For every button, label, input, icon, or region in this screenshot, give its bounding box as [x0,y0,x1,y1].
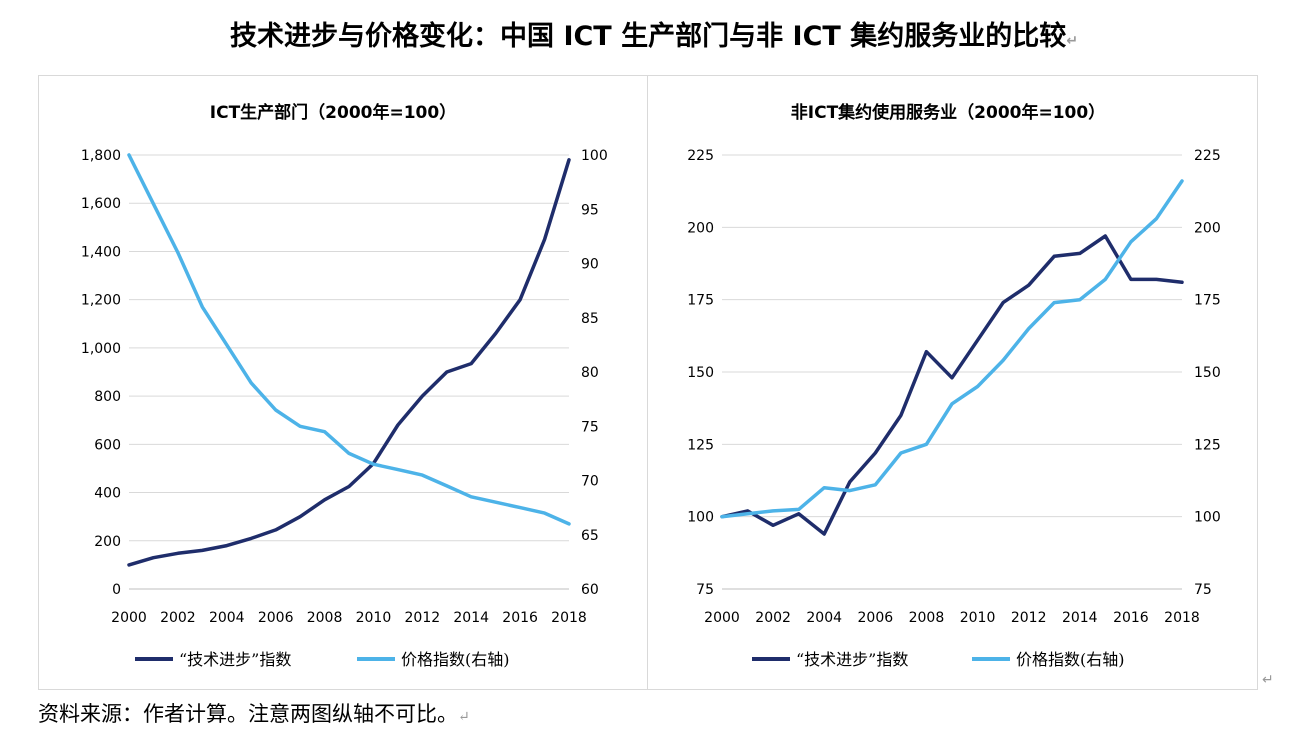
y-right-tick-label: 175 [1194,293,1221,309]
y-right-tick-label: 200 [1194,220,1221,236]
legend-label-tech-progress: “技术进步”指数 [796,650,908,669]
x-tick-label: 2006 [258,610,294,626]
x-tick-label: 2008 [909,610,945,626]
legend-label-tech-progress: “技术进步”指数 [179,650,291,669]
y-right-tick-label: 75 [581,419,599,435]
y-left-tick-label: 150 [687,365,714,381]
charts-frame [38,75,1258,690]
y-left-tick-label: 1,400 [81,244,121,260]
y-left-tick-label: 75 [696,582,714,598]
x-tick-label: 2010 [356,610,392,626]
x-tick-label: 2010 [960,610,996,626]
x-tick-label: 2006 [858,610,894,626]
main-title-text: 技术进步与价格变化：中国 ICT 生产部门与非 ICT 集约服务业的比较 [230,21,1067,52]
source-note: 资料来源：作者计算。注意两图纵轴不可比。↵ [38,698,470,728]
x-tick-label: 2014 [453,610,489,626]
x-tick-label: 2012 [405,610,441,626]
y-right-tick-label: 85 [581,311,599,327]
chart-ict-production: ICT生产部门（2000年=100） 0 200 400 600 800 1,000 1,20… [81,102,608,669]
chart-title: ICT生产部门（2000年=100） [210,102,456,123]
x-tick-label: 2000 [704,610,740,626]
y-left-tick-label: 1,800 [81,148,121,164]
paragraph-mark-icon: ↵ [458,709,470,725]
y-left-tick-label: 1,200 [81,293,121,309]
y-right-tick-label: 80 [581,365,599,381]
series-line-price-index [127,153,571,526]
y-left-tick-label: 800 [94,389,121,405]
y-right-tick-label: 90 [581,257,599,273]
x-tick-label: 2002 [755,610,791,626]
legend-label-price-index: 价格指数(右轴) [1016,650,1125,669]
y-left-tick-label: 1,000 [81,341,121,357]
x-tick-label: 2012 [1011,610,1047,626]
y-left-tick-label: 175 [687,293,714,309]
x-tick-label: 2000 [111,610,147,626]
chart-title: 非ICT集约使用服务业（2000年=100） [791,102,1105,123]
x-tick-label: 2018 [551,610,587,626]
series-line-tech-progress [720,234,1184,536]
paragraph-mark-icon: ↵ [1262,672,1274,688]
chart-divider [647,75,648,690]
y-right-tick-label: 65 [581,528,599,544]
y-right-tick-label: 100 [1194,510,1221,526]
chart-non-ict-services: 非ICT集约使用服务业（2000年=100）751001251501752002… [687,102,1221,669]
x-tick-label: 2018 [1164,610,1200,626]
y-left-tick-label: 400 [94,486,121,502]
y-left-tick-label: 100 [687,510,714,526]
y-right-tick-label: 95 [581,202,599,218]
x-tick-label: 2008 [307,610,343,626]
series-line-price-index [720,179,1184,519]
y-right-tick-label: 150 [1194,365,1221,381]
x-tick-label: 2014 [1062,610,1098,626]
y-right-tick-label: 225 [1194,148,1221,164]
source-note-text: 资料来源：作者计算。注意两图纵轴不可比。 [38,702,458,726]
paragraph-mark-icon: ↵ [1066,33,1078,49]
y-right-tick-label: 75 [1194,582,1212,598]
y-right-tick-label: 100 [581,148,608,164]
y-left-tick-label: 600 [94,437,121,453]
y-left-tick-label: 1,600 [81,196,121,212]
series-line-tech-progress [127,158,571,567]
y-left-tick-label: 0 [112,582,121,598]
x-tick-label: 2004 [209,610,245,626]
y-left-tick-label: 225 [687,148,714,164]
legend-label-price-index: 价格指数(右轴) [401,650,510,669]
y-left-tick-label: 125 [687,437,714,453]
x-tick-label: 2016 [1113,610,1149,626]
x-tick-label: 2004 [806,610,842,626]
x-tick-label: 2016 [502,610,538,626]
y-right-tick-label: 70 [581,474,599,490]
y-right-tick-label: 60 [581,582,599,598]
main-title: 技术进步与价格变化：中国 ICT 生产部门与非 ICT 集约服务业的比较↵ [0,14,1308,53]
y-left-tick-label: 200 [94,534,121,550]
y-left-tick-label: 200 [687,220,714,236]
y-right-tick-label: 125 [1194,437,1221,453]
x-tick-label: 2002 [160,610,196,626]
